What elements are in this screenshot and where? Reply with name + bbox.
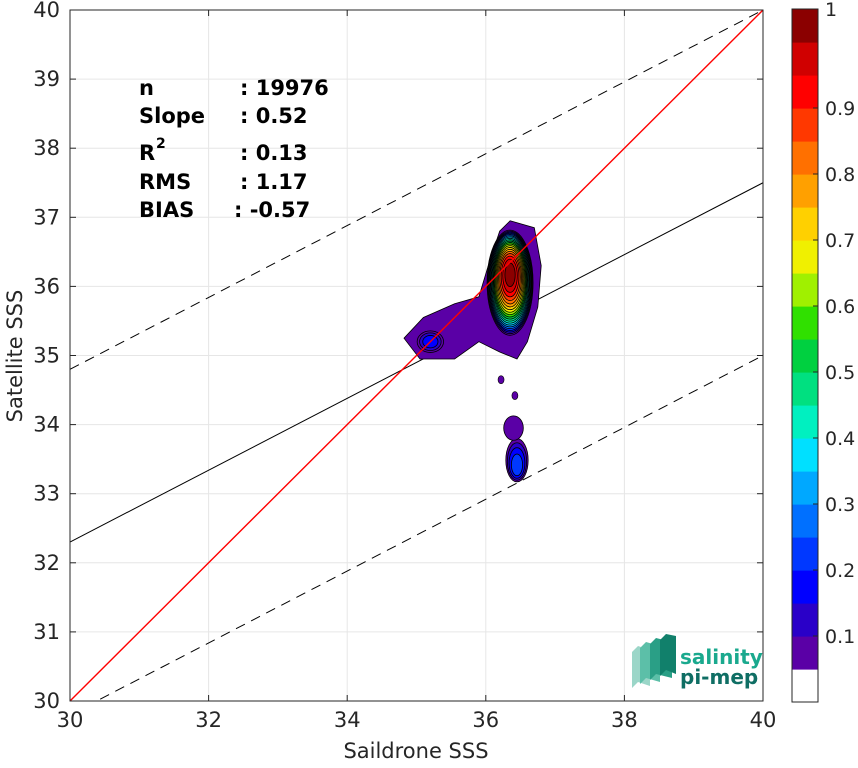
logo-line2: pi-mep	[680, 665, 758, 689]
stat-value-bias: : -0.57	[234, 198, 310, 222]
y-axis-label: Satellite SSS	[3, 290, 27, 423]
colorbar-segment	[792, 273, 818, 307]
stat-value-r2: : 0.13	[240, 141, 308, 165]
y-tick-label: 36	[33, 274, 60, 298]
y-tick-label: 38	[33, 136, 60, 160]
y-tick-label: 34	[33, 413, 60, 437]
x-tick-label: 34	[334, 708, 361, 732]
stat-value-n: : 19976	[240, 76, 329, 100]
colorbar-segment	[792, 504, 818, 538]
colorbar-segment	[792, 570, 818, 604]
colorbar-segment	[792, 141, 818, 175]
x-tick-label: 38	[611, 708, 638, 732]
y-tick-label: 35	[33, 344, 60, 368]
stat-value-rms: : 1.17	[240, 170, 308, 194]
colorbar-segment	[792, 438, 818, 472]
regression-line	[70, 182, 763, 543]
stat-value-slope: : 0.52	[240, 104, 308, 128]
contour-speck	[511, 391, 519, 400]
stat-label-r2: R	[139, 141, 155, 165]
grid	[69, 9, 764, 702]
x-axis-label: Saildrone SSS	[343, 739, 488, 763]
colorbar-segment	[792, 306, 818, 340]
x-tick-label: 32	[195, 708, 222, 732]
colorbar-segment	[792, 537, 818, 571]
colorbar-segment	[792, 240, 818, 274]
colorbar-tick-label: 0.7	[825, 230, 855, 252]
density-contours	[403, 220, 542, 483]
colorbar-segment	[792, 108, 818, 142]
colorbar: 0.1 0.2 0.3 0.4 0.5 0.6 0.7 0.8 0.9 1	[791, 0, 855, 703]
y-tick-label: 39	[33, 67, 60, 91]
colorbar-segment	[792, 603, 818, 637]
colorbar-tick-label: 0.4	[825, 428, 855, 450]
x-tick-label: 40	[750, 708, 777, 732]
colorbar-tick-label: 0.2	[825, 560, 855, 582]
stat-label-slope: Slope	[139, 104, 205, 128]
contour-level-0.05	[503, 415, 524, 441]
colorbar-tick-label: 0.9	[825, 98, 855, 120]
colorbar-frame	[791, 8, 819, 703]
stat-label-n: n	[139, 76, 154, 100]
colorbar-segment	[792, 471, 818, 505]
y-tick-label: 32	[33, 551, 60, 575]
colorbar-tick-label: 0.1	[825, 626, 855, 648]
colorbar-tick-label: 1	[825, 0, 837, 21]
colorbar-segment	[792, 339, 818, 373]
colorbar-segment	[792, 372, 818, 406]
y-tick-label: 37	[33, 205, 60, 229]
identity-line-group	[70, 10, 763, 701]
y-tick-label: 40	[33, 0, 60, 22]
logo-wave-icon	[632, 634, 676, 688]
contour-level-0.2	[511, 453, 523, 477]
logo-line1: salinity	[680, 645, 763, 669]
colorbar-segment	[792, 207, 818, 241]
colorbar-segment	[792, 405, 818, 439]
colorbar-segment	[792, 42, 818, 76]
salinity-pi-mep-logo: salinity pi-mep	[632, 634, 763, 689]
y-tick-label: 33	[33, 482, 60, 506]
axis-ticks: 30 32 34 36 38 40 30 31 32 33 34 35 36 37 38 39 40	[33, 0, 776, 732]
colorbar-tick-label: 0.3	[825, 494, 855, 516]
reference-lines	[70, 10, 763, 701]
colorbar-tick-label: 0.5	[825, 362, 855, 384]
stat-label-r2-superscript: 2	[156, 136, 166, 152]
contour-speck	[497, 375, 505, 384]
y-tick-label: 31	[33, 620, 60, 644]
colorbar-tick-label: 0.6	[825, 296, 855, 318]
x-tick-label: 30	[57, 708, 84, 732]
y-tick-label: 30	[33, 689, 60, 713]
upper-bound-dashed-line	[70, 10, 763, 370]
x-tick-label: 36	[472, 708, 499, 732]
colorbar-segment	[792, 636, 818, 670]
lower-bound-dashed-line	[95, 355, 763, 701]
stat-label-rms: RMS	[139, 170, 191, 194]
colorbar-segment	[792, 174, 818, 208]
colorbar-tick-label: 0.8	[825, 164, 855, 186]
colorbar-segment	[792, 669, 818, 703]
stat-label-bias: BIAS	[139, 198, 194, 222]
colorbar-segment	[792, 75, 818, 109]
identity-line	[70, 10, 763, 701]
colorbar-segment	[792, 9, 818, 43]
stats-box: n : 19976 Slope : 0.52 R 2 : 0.13 RMS : …	[139, 76, 329, 222]
